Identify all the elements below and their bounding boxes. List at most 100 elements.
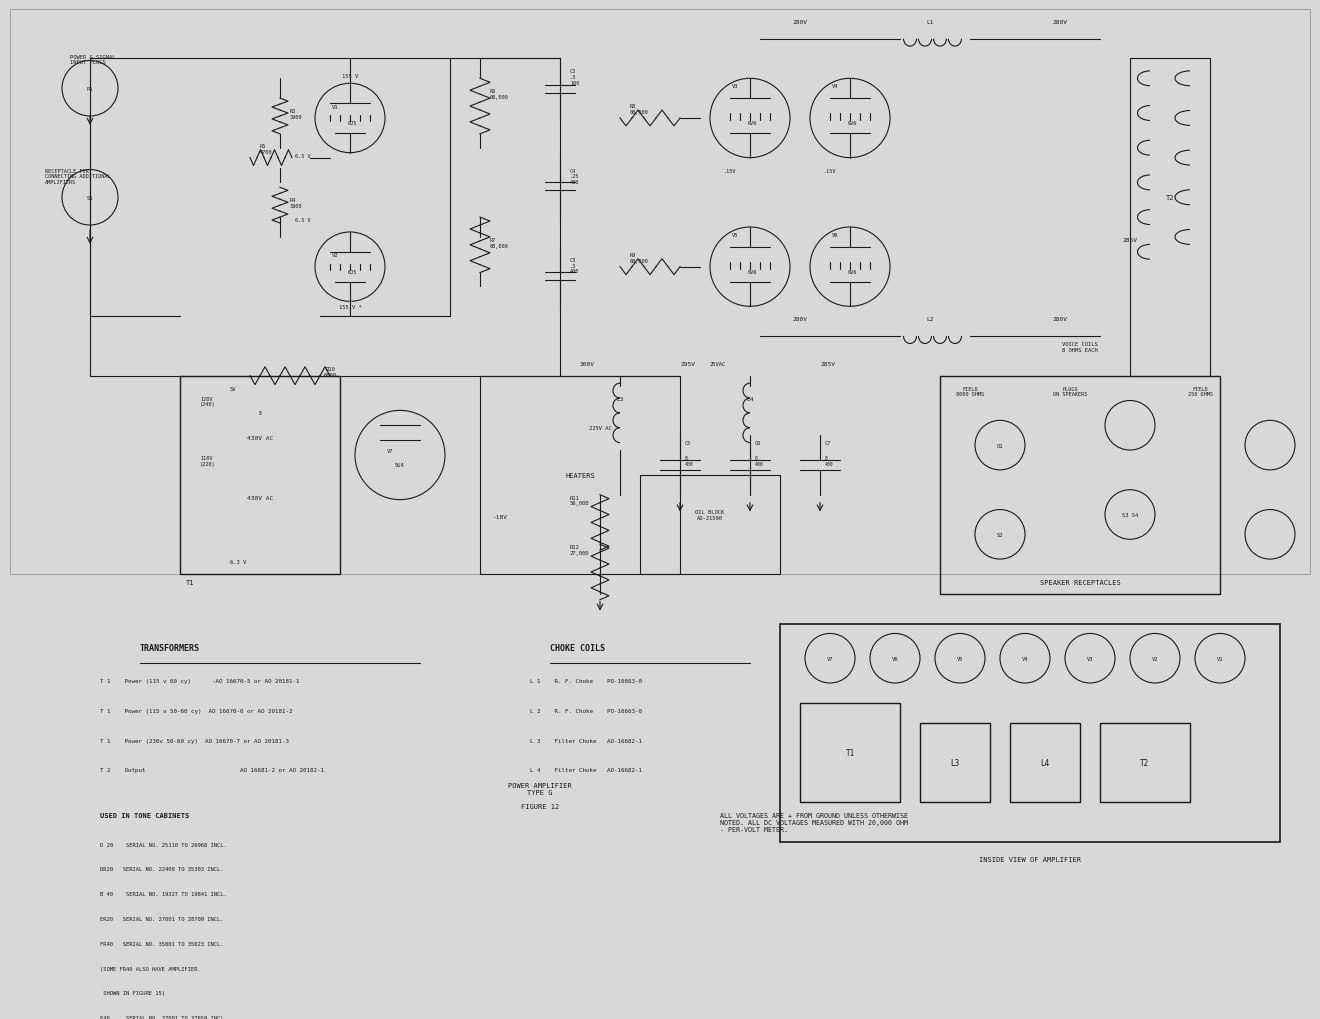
Text: C2
.3
100: C2 .3 100 [570, 69, 579, 86]
Text: 280V: 280V [792, 317, 808, 322]
Text: F40     SERIAL NO. 37001 TO 37659 INCL.: F40 SERIAL NO. 37001 TO 37659 INCL. [100, 1015, 227, 1019]
Text: TRANSFORMERS: TRANSFORMERS [140, 644, 201, 653]
Text: 155 V: 155 V [342, 74, 358, 79]
Text: 280V: 280V [792, 19, 808, 24]
Text: V2: V2 [331, 253, 338, 258]
Text: T 1    Power (230v 50-60 cy)  AO 16670-7 or AO 20181-3: T 1 Power (230v 50-60 cy) AO 16670-7 or … [100, 738, 289, 743]
Text: 285V: 285V [1122, 237, 1138, 243]
Text: L3: L3 [950, 758, 960, 767]
Text: V1: V1 [1217, 656, 1224, 661]
Text: 155 V *: 155 V * [339, 305, 362, 310]
Text: L1: L1 [927, 19, 933, 24]
Text: 6J5: 6J5 [347, 270, 356, 275]
Text: SHOWN IN FIGURE 15): SHOWN IN FIGURE 15) [100, 990, 165, 996]
Text: V2: V2 [1152, 656, 1158, 661]
Text: ALL VOLTAGES ARE + FROM GROUND UNLESS OTHERWISE
NOTED. ALL DC VOLTAGES MEASURED : ALL VOLTAGES ARE + FROM GROUND UNLESS OT… [719, 812, 908, 833]
Bar [480, 376, 680, 575]
Text: 430V AC: 430V AC [247, 436, 273, 441]
Text: FIELD
250 OHMS: FIELD 250 OHMS [1188, 386, 1213, 397]
Text: V6: V6 [832, 232, 838, 237]
Text: V6: V6 [892, 656, 898, 661]
Text: V1: V1 [331, 105, 338, 109]
Text: .15V: .15V [723, 168, 737, 173]
Text: S1: S1 [87, 196, 94, 201]
Text: O1: O1 [997, 443, 1003, 448]
Text: C5: C5 [685, 440, 692, 445]
Text: 8
400: 8 400 [825, 455, 834, 467]
Text: L4: L4 [746, 396, 754, 401]
Text: 280V: 280V [1052, 19, 1068, 24]
Bar [1010, 722, 1080, 802]
Text: V7: V7 [826, 656, 833, 661]
Bar [940, 376, 1220, 594]
Text: USED IN TONE CABINETS: USED IN TONE CABINETS [100, 812, 189, 818]
Text: SPEAKER RECEPTACLES: SPEAKER RECEPTACLES [1040, 580, 1121, 585]
Text: 5V: 5V [230, 386, 236, 391]
Text: C7: C7 [825, 440, 832, 445]
Text: 6.3 V: 6.3 V [230, 559, 247, 565]
Text: V3: V3 [731, 85, 738, 90]
Text: POWER & SIGNAL
INPUT PLUGS: POWER & SIGNAL INPUT PLUGS [70, 54, 116, 65]
Text: V5: V5 [731, 232, 738, 237]
Text: B 40    SERIAL NO. 19327 TO 19841 INCL.: B 40 SERIAL NO. 19327 TO 19841 INCL. [100, 892, 227, 897]
Text: DR20   SERIAL NO. 22400 TO 35303 INCL.: DR20 SERIAL NO. 22400 TO 35303 INCL. [100, 866, 223, 871]
Text: V4: V4 [1022, 656, 1028, 661]
Text: 110V
(220): 110V (220) [201, 455, 215, 467]
Text: T1: T1 [186, 580, 194, 585]
Text: T 1    Power (115 v 50-60 cy)  AO 16670-6 or AO 20181-2: T 1 Power (115 v 50-60 cy) AO 16670-6 or… [100, 708, 293, 713]
Text: R8
68,000: R8 68,000 [630, 104, 648, 115]
Text: C6: C6 [755, 440, 762, 445]
Text: P1: P1 [87, 87, 94, 92]
Text: V3: V3 [1086, 656, 1093, 661]
Text: POWER AMPLIFIER
TYPE G

FIGURE 12: POWER AMPLIFIER TYPE G FIGURE 12 [508, 783, 572, 809]
Text: R9
68,000: R9 68,000 [630, 253, 648, 263]
Text: 8
400: 8 400 [755, 455, 764, 467]
Text: R12
27,000: R12 27,000 [570, 545, 590, 555]
Text: -18V: -18V [492, 515, 507, 520]
Text: 295V: 295V [680, 362, 696, 367]
Text: 8
400: 8 400 [685, 455, 693, 467]
Text: CHOKE COILS: CHOKE COILS [550, 644, 605, 653]
Bar [920, 722, 990, 802]
Text: 430V AC: 430V AC [247, 495, 273, 500]
Text: L4: L4 [1040, 758, 1049, 767]
Text: T2: T2 [1140, 758, 1150, 767]
Text: R10
6000: R10 6000 [323, 367, 337, 377]
Text: 6V6: 6V6 [747, 270, 756, 275]
Text: T2: T2 [1166, 195, 1175, 201]
Text: 6V6: 6V6 [747, 121, 756, 126]
Text: R5
4700: R5 4700 [260, 144, 272, 155]
Text: 8: 8 [259, 411, 261, 422]
Bar [800, 703, 900, 802]
Text: R11
56,000: R11 56,000 [570, 495, 590, 506]
Text: S3 S4: S3 S4 [1122, 513, 1138, 518]
Text: PLUGS
ON SPEAKERS: PLUGS ON SPEAKERS [1053, 386, 1088, 397]
Text: FR40   SERIAL NO. 35001 TO 35623 INCL.: FR40 SERIAL NO. 35001 TO 35623 INCL. [100, 941, 223, 946]
Text: 225V AC: 225V AC [589, 426, 611, 431]
Text: R4
3900: R4 3900 [290, 198, 302, 209]
Text: 6.5 V: 6.5 V [294, 218, 310, 223]
Text: T1: T1 [845, 748, 854, 757]
Text: 6V6: 6V6 [847, 121, 857, 126]
Text: R7
68,000: R7 68,000 [490, 237, 508, 249]
Text: RECEPTACLE FOR
CONNECTING ADDITIONAL
AMPLIFIERS: RECEPTACLE FOR CONNECTING ADDITIONAL AMP… [45, 168, 111, 184]
Bar [1130, 59, 1210, 376]
Text: VOICE COILS
8 OHMS EACH: VOICE COILS 8 OHMS EACH [1063, 341, 1098, 353]
Text: 6J5: 6J5 [347, 121, 356, 126]
Text: INSIDE VIEW OF AMPLIFIER: INSIDE VIEW OF AMPLIFIER [979, 857, 1081, 863]
Text: V5: V5 [957, 656, 964, 661]
Text: .15V: .15V [824, 168, 837, 173]
Text: L 2    R. F. Choke    PO-16663-0: L 2 R. F. Choke PO-16663-0 [531, 708, 642, 713]
Text: V4: V4 [832, 85, 838, 90]
Text: 120V
(240): 120V (240) [201, 396, 215, 407]
Text: 6.5 V: 6.5 V [294, 154, 310, 159]
Bar [11, 10, 1309, 575]
Text: L 1    R. F. Choke    PO-16663-0: L 1 R. F. Choke PO-16663-0 [531, 679, 642, 684]
Bar [640, 476, 780, 575]
Text: 25VAC: 25VAC [710, 362, 726, 367]
Text: 5U4: 5U4 [395, 463, 405, 468]
Text: S2: S2 [997, 532, 1003, 537]
Text: L 3    Filter Choke   AO-16682-1: L 3 Filter Choke AO-16682-1 [531, 738, 642, 743]
Bar [1100, 722, 1191, 802]
Text: ER20   SERIAL NO. 27001 TO 28709 INCL.: ER20 SERIAL NO. 27001 TO 28709 INCL. [100, 916, 223, 921]
